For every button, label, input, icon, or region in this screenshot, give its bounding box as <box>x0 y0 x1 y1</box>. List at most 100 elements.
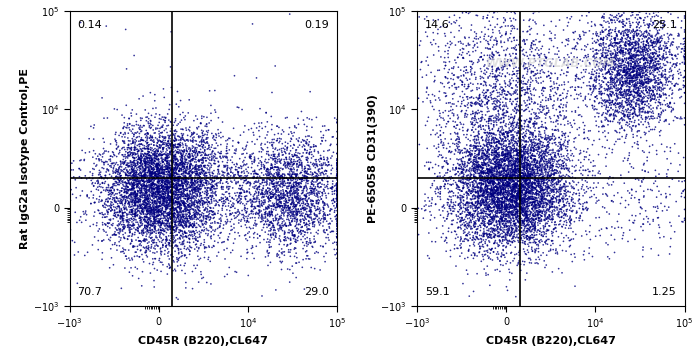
Point <box>245 183 256 188</box>
Point <box>513 239 524 245</box>
Point <box>548 105 559 111</box>
Point <box>101 148 112 154</box>
Point <box>179 203 190 208</box>
Point <box>453 147 464 153</box>
Point <box>124 153 136 159</box>
Point <box>578 30 589 36</box>
Point <box>136 174 147 179</box>
Point <box>171 209 182 215</box>
Point <box>159 215 170 220</box>
Point <box>518 262 530 268</box>
Point <box>455 219 466 224</box>
Point <box>201 152 212 158</box>
Point <box>193 167 204 173</box>
Point <box>541 191 553 197</box>
Point <box>512 213 523 218</box>
Point <box>429 215 440 221</box>
Point <box>183 210 195 216</box>
Point <box>309 205 320 211</box>
Point <box>161 172 172 178</box>
Point <box>521 190 532 195</box>
Point <box>245 180 256 185</box>
Point <box>207 227 218 233</box>
Point <box>187 221 198 226</box>
Point <box>507 115 518 120</box>
Point <box>173 189 184 195</box>
Point <box>302 178 313 184</box>
Point <box>169 128 180 134</box>
Point <box>655 200 667 206</box>
Point <box>515 180 526 186</box>
Point <box>624 101 635 107</box>
Point <box>140 211 151 217</box>
Point <box>649 93 660 98</box>
Point <box>507 177 518 183</box>
Point <box>615 201 626 206</box>
Point <box>126 195 137 201</box>
Point <box>174 213 186 219</box>
Point <box>534 168 546 174</box>
Point <box>471 190 482 195</box>
Point <box>640 33 651 39</box>
Point <box>231 181 242 187</box>
Point <box>544 36 555 41</box>
Point <box>425 212 436 218</box>
Point <box>129 195 140 201</box>
Point <box>172 209 183 215</box>
Point <box>285 204 296 210</box>
Point <box>156 182 167 188</box>
Point <box>451 86 462 92</box>
Point <box>153 174 164 180</box>
Point <box>179 168 190 174</box>
Point <box>528 69 539 74</box>
Point <box>157 201 168 206</box>
Point <box>599 63 610 68</box>
Point <box>129 123 140 129</box>
Point <box>172 225 183 230</box>
Point <box>464 138 475 143</box>
Point <box>122 172 133 178</box>
Point <box>554 186 565 192</box>
Point <box>491 184 502 190</box>
Point <box>485 170 496 176</box>
Point <box>521 196 532 202</box>
Point <box>612 91 623 97</box>
Point <box>632 146 644 151</box>
Point <box>491 151 502 157</box>
Point <box>332 234 343 240</box>
Point <box>124 127 136 133</box>
Point <box>461 142 473 148</box>
Point <box>603 242 614 247</box>
Point <box>507 194 518 200</box>
Point <box>148 213 159 219</box>
Point <box>161 197 172 203</box>
Point <box>522 79 533 85</box>
Point <box>133 171 145 177</box>
Point <box>541 137 553 142</box>
Point <box>605 80 616 85</box>
Point <box>278 223 289 229</box>
Point <box>489 197 500 203</box>
Point <box>178 214 189 220</box>
Point <box>316 177 327 183</box>
Point <box>69 240 80 245</box>
Point <box>167 191 178 197</box>
Point <box>126 186 137 192</box>
Point <box>261 187 272 193</box>
Point <box>127 150 138 156</box>
Point <box>637 109 648 114</box>
Point <box>451 141 462 146</box>
Point <box>521 189 532 195</box>
Point <box>525 91 537 96</box>
Point <box>196 127 207 133</box>
Point <box>528 199 539 205</box>
Point <box>509 37 520 43</box>
Point <box>122 147 133 152</box>
Point <box>468 215 480 221</box>
Point <box>612 78 623 84</box>
Point <box>137 229 148 235</box>
Point <box>552 205 563 211</box>
Point <box>295 183 306 189</box>
Point <box>284 156 295 162</box>
Point <box>537 197 548 203</box>
